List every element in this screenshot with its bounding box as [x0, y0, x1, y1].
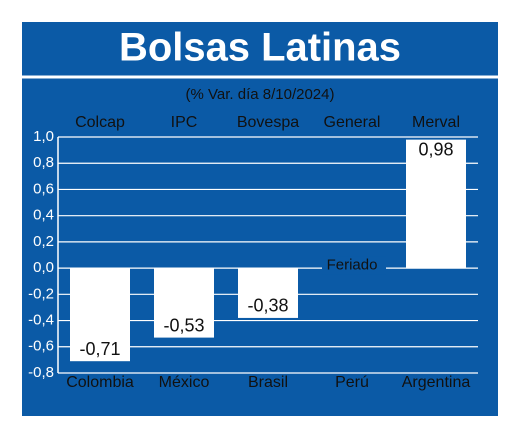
x-tick-label: México — [159, 374, 210, 391]
x-tick-label: Perú — [335, 374, 369, 391]
index-name: Bovespa — [237, 114, 299, 131]
index-name: Colcap — [75, 114, 125, 131]
y-tick-label: -0,6 — [28, 338, 54, 355]
index-name: General — [324, 114, 381, 131]
value-label: -0,53 — [163, 315, 204, 335]
y-tick-label: -0,2 — [28, 285, 54, 302]
chart-subtitle: (% Var. día 8/10/2024) — [186, 86, 335, 103]
index-name: Merval — [412, 114, 460, 131]
y-tick-label: -0,4 — [28, 312, 54, 329]
index-name: IPC — [171, 114, 198, 131]
y-tick-label: 0,0 — [33, 259, 54, 276]
bar — [70, 268, 130, 362]
y-tick-label: 1,0 — [33, 128, 54, 145]
y-tick-label: -0,8 — [28, 364, 54, 381]
value-label: -0,71 — [79, 339, 120, 359]
y-tick-label: 0,6 — [33, 180, 54, 197]
x-tick-label: Brasil — [248, 374, 288, 391]
y-tick-label: 0,4 — [33, 207, 54, 224]
bar — [406, 139, 466, 269]
x-tick-label: Colombia — [66, 374, 134, 391]
value-label: 0,98 — [418, 139, 453, 159]
chart-title: Bolsas Latinas — [119, 26, 401, 70]
annotation: Feriado — [327, 256, 378, 273]
value-label: -0,38 — [247, 296, 288, 316]
x-tick-label: Argentina — [402, 374, 471, 391]
annotation-background — [322, 256, 386, 275]
y-tick-label: 0,8 — [33, 154, 54, 171]
bar — [154, 268, 214, 338]
y-tick-label: 0,2 — [33, 233, 54, 250]
bar — [238, 268, 298, 318]
